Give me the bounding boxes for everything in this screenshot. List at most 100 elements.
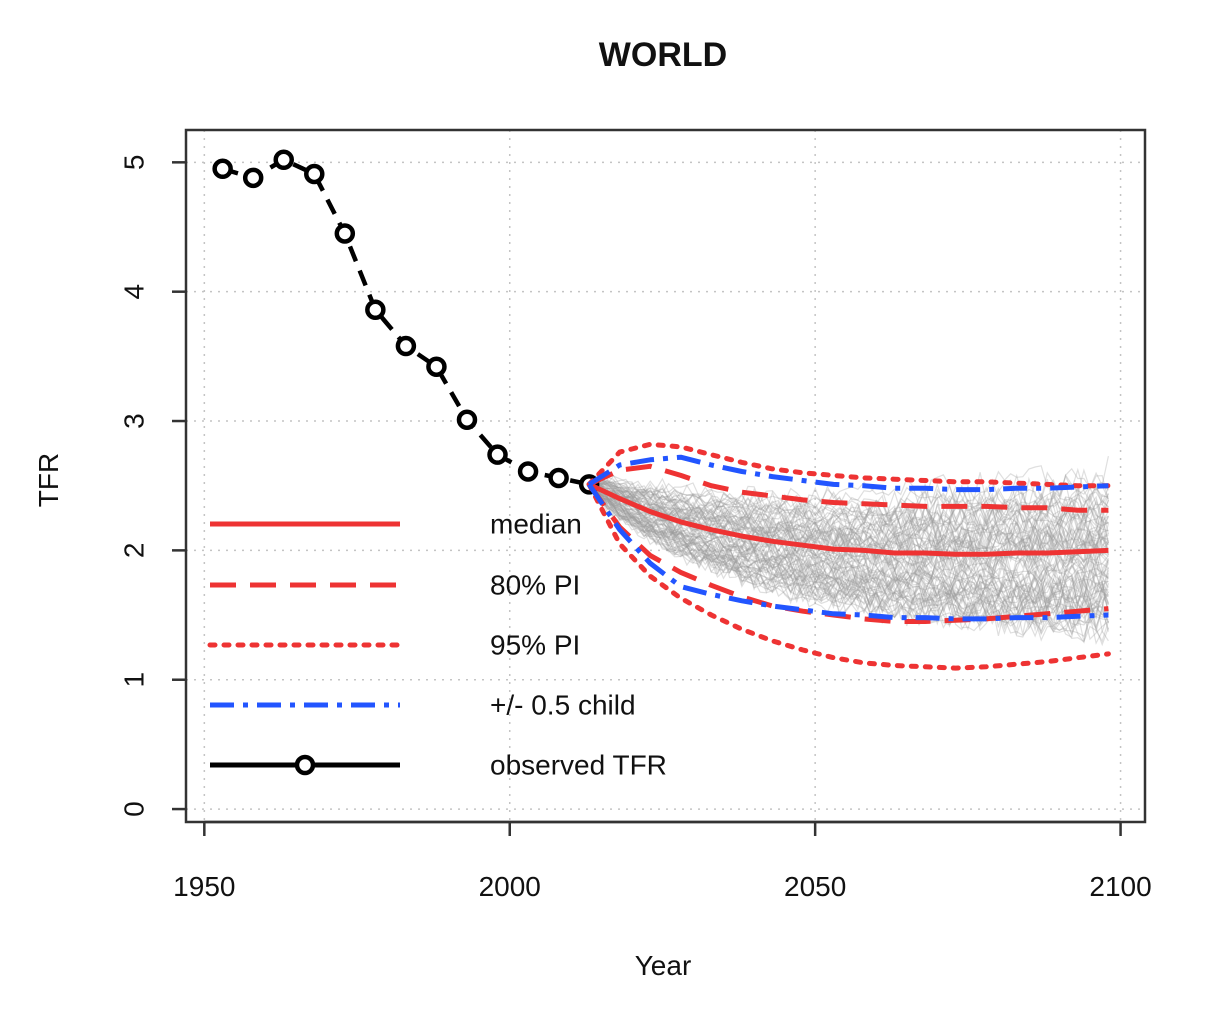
x-axis-label: Year	[635, 950, 692, 981]
legend-label: observed TFR	[490, 750, 667, 781]
trajectory-line	[588, 482, 1109, 561]
trajectory-line	[589, 484, 1109, 594]
observed-point	[395, 335, 417, 357]
trajectory-line	[588, 480, 1109, 634]
trajectory-line	[589, 485, 1109, 566]
y-tick-label: 4	[119, 284, 150, 300]
trajectory-line	[588, 485, 1109, 615]
trajectory-line	[588, 481, 1109, 535]
trajectory-line	[589, 482, 1109, 550]
trajectory-line	[588, 481, 1109, 550]
axes: 1950 2000 2050 2100 0 1 2 3 4 5	[119, 128, 1152, 902]
trajectory-line	[588, 487, 1109, 644]
trajectory-line	[588, 482, 1109, 577]
legend-marker	[294, 754, 316, 776]
trajectory-line	[588, 483, 1109, 602]
trajectory-line	[588, 481, 1109, 548]
x-tick-label: 2050	[784, 871, 846, 902]
trajectory-line	[588, 485, 1109, 610]
trajectory-line	[589, 487, 1109, 604]
series--0-5-child	[587, 454, 1109, 493]
observed-point	[548, 467, 569, 489]
trajectory-line	[588, 481, 1109, 618]
trajectory-line	[588, 483, 1109, 609]
y-tick-label: 1	[119, 672, 150, 688]
y-tick-label: 3	[119, 413, 150, 429]
trajectory-line	[589, 476, 1109, 523]
x-tick-label: 1950	[173, 871, 235, 902]
trajectory-line	[588, 481, 1109, 580]
observed-point	[212, 158, 233, 180]
trajectory-line	[588, 484, 1109, 623]
trajectory-line	[588, 481, 1109, 641]
y-tick-label: 5	[119, 155, 150, 171]
trajectory-line	[588, 480, 1109, 532]
trajectory-line	[588, 482, 1109, 553]
trajectory-line	[588, 482, 1109, 557]
trajectory-line	[588, 482, 1109, 551]
trajectory-line	[588, 481, 1109, 632]
trajectory-line	[588, 481, 1109, 554]
trajectory-line	[588, 483, 1109, 601]
trajectory-line	[588, 480, 1109, 612]
trajectory-line	[588, 481, 1109, 552]
trajectory-line	[588, 480, 1109, 630]
trajectory-line	[588, 483, 1109, 627]
legend-label: median	[490, 509, 582, 540]
trajectory-line	[588, 482, 1109, 601]
legend: median 80% PI 95% PI +/- 0.5 child observed …	[207, 509, 667, 781]
trajectory-line	[588, 481, 1109, 624]
chart-title: WORLD	[599, 36, 727, 74]
trajectory-line	[589, 480, 1109, 554]
trajectory-line	[588, 482, 1109, 556]
trajectory-line	[588, 487, 1109, 610]
trajectory-line	[588, 484, 1109, 647]
observed-point	[487, 444, 508, 465]
trajectory-line	[588, 486, 1109, 592]
observed-point	[273, 149, 294, 170]
trajectory-line	[589, 486, 1109, 613]
trajectory-line	[589, 484, 1109, 558]
series-median	[588, 482, 1109, 557]
trajectory-line	[588, 483, 1109, 636]
observed-point	[304, 163, 325, 185]
series-95-pi-lower	[586, 481, 1111, 671]
trajectory-line	[588, 481, 1109, 532]
trajectory-line	[588, 480, 1109, 643]
legend-label: +/- 0.5 child	[490, 690, 636, 721]
trajectory-line	[588, 478, 1109, 538]
trajectory-line	[588, 477, 1109, 528]
trajectory-line	[588, 484, 1109, 612]
series-80-pi-lower	[587, 482, 1109, 624]
trajectory-line	[588, 482, 1109, 605]
trajectory-line	[588, 486, 1109, 608]
y-tick-label: 0	[119, 801, 150, 817]
trajectory-line	[588, 484, 1109, 580]
y-axis-label: TFR	[33, 453, 64, 507]
trajectory-line	[588, 484, 1109, 619]
series-layer	[212, 149, 1111, 671]
observed-point	[456, 409, 478, 430]
trajectory-line	[588, 486, 1109, 620]
trajectory-line	[588, 481, 1109, 548]
legend-label: 80% PI	[490, 570, 580, 601]
trajectory-line	[588, 481, 1109, 551]
trajectory-line	[588, 479, 1109, 540]
trajectory-line	[588, 486, 1109, 631]
series-observed-tfr	[221, 157, 590, 487]
trajectory-line	[588, 468, 1109, 514]
observed-point	[426, 356, 447, 377]
trajectory-line	[588, 480, 1109, 560]
trajectory-line	[588, 485, 1109, 605]
observed-point	[517, 461, 539, 482]
legend-label: 95% PI	[490, 630, 580, 661]
x-tick-label: 2100	[1089, 871, 1151, 902]
trajectory-line	[588, 480, 1109, 645]
trajectory-line	[589, 487, 1109, 564]
trajectory-line	[588, 480, 1109, 588]
series-80-pi	[588, 463, 1109, 513]
trajectory-line	[589, 486, 1109, 577]
observed-point	[334, 223, 356, 244]
trajectory-line	[588, 484, 1109, 582]
